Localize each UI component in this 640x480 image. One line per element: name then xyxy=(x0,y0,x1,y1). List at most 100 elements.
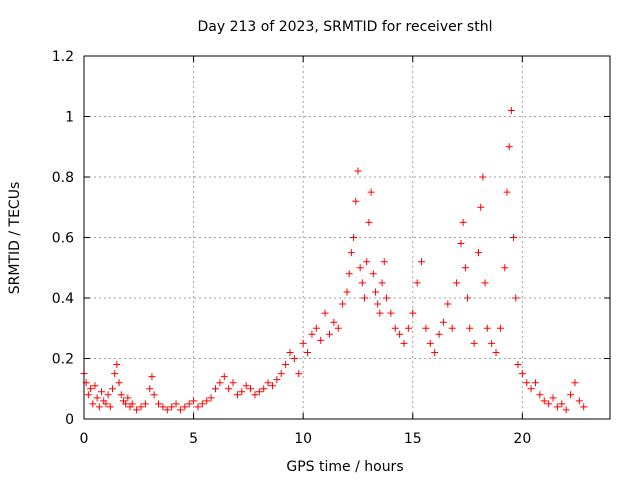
data-point xyxy=(439,318,447,326)
data-point xyxy=(172,400,180,408)
y-tick-label: 1.2 xyxy=(52,49,74,65)
data-point xyxy=(345,270,353,278)
x-axis-label: GPS time / hours xyxy=(286,459,403,475)
data-point xyxy=(347,249,355,257)
data-point xyxy=(229,379,237,387)
data-point xyxy=(567,391,575,399)
x-tick-label: 20 xyxy=(513,431,531,447)
data-point xyxy=(358,279,366,287)
data-point xyxy=(106,403,114,411)
data-point xyxy=(146,385,154,393)
data-point xyxy=(93,394,101,402)
data-point xyxy=(527,385,535,393)
y-tick-label: 0.6 xyxy=(52,231,74,247)
data-point xyxy=(409,309,417,317)
data-point xyxy=(435,330,443,338)
data-point xyxy=(220,373,228,381)
data-point xyxy=(356,264,364,272)
data-point xyxy=(317,336,325,344)
data-point xyxy=(290,355,298,362)
data-point xyxy=(185,400,193,408)
data-point xyxy=(242,382,250,390)
data-point xyxy=(286,348,294,356)
data-point xyxy=(382,294,390,302)
y-tick-label: 0.4 xyxy=(52,291,74,307)
data-point xyxy=(255,388,263,396)
data-point xyxy=(95,403,103,411)
data-point xyxy=(363,258,371,266)
data-point xyxy=(503,188,511,196)
data-point xyxy=(308,330,316,338)
data-point xyxy=(181,403,189,411)
data-point xyxy=(190,397,198,405)
data-point xyxy=(361,294,369,302)
data-point xyxy=(378,279,386,287)
data-point xyxy=(268,382,276,390)
data-point xyxy=(545,400,553,408)
data-point xyxy=(155,400,163,408)
data-point xyxy=(198,400,206,408)
data-point xyxy=(470,339,478,347)
data-point xyxy=(247,385,255,393)
data-point xyxy=(404,324,412,332)
data-point xyxy=(84,391,92,399)
data-point xyxy=(418,258,426,266)
data-point xyxy=(477,203,485,211)
data-point xyxy=(295,370,303,378)
y-tick-label: 0.8 xyxy=(52,170,74,186)
data-point xyxy=(457,240,465,248)
y-tick-label: 1 xyxy=(65,110,74,126)
data-point xyxy=(376,309,384,317)
data-point xyxy=(536,391,544,399)
data-point xyxy=(233,391,241,399)
data-point xyxy=(113,361,121,369)
data-point xyxy=(207,394,215,402)
data-point xyxy=(400,339,408,347)
data-point xyxy=(466,324,474,332)
data-point xyxy=(580,403,588,411)
data-point xyxy=(475,249,482,257)
data-point xyxy=(89,400,97,408)
data-point xyxy=(422,324,430,332)
data-point xyxy=(150,391,158,399)
data-point xyxy=(321,309,329,317)
data-point xyxy=(518,370,526,378)
data-point xyxy=(225,385,233,393)
data-point xyxy=(238,388,246,396)
data-point xyxy=(481,279,489,287)
data-point xyxy=(444,300,452,308)
data-point xyxy=(251,391,259,399)
data-point xyxy=(117,391,125,399)
data-point xyxy=(98,388,106,396)
y-tick-label: 0 xyxy=(65,412,74,428)
data-point xyxy=(212,385,219,393)
data-point xyxy=(312,324,320,332)
data-point xyxy=(558,400,566,408)
data-point xyxy=(168,403,176,411)
data-point xyxy=(216,379,224,387)
data-point xyxy=(571,379,579,387)
data-point xyxy=(374,300,382,308)
chart-title: Day 213 of 2023, SRMTID for receiver sth… xyxy=(198,19,493,35)
data-point xyxy=(464,294,472,302)
data-point xyxy=(365,218,373,226)
data-point xyxy=(137,403,145,411)
data-point xyxy=(104,391,112,399)
data-point xyxy=(540,397,548,405)
data-point xyxy=(479,173,487,181)
data-point xyxy=(115,379,123,387)
data-point xyxy=(354,167,362,175)
data-point xyxy=(426,339,434,347)
data-point xyxy=(380,258,388,266)
x-tick-label: 15 xyxy=(404,431,422,447)
data-point xyxy=(122,400,130,408)
data-point xyxy=(194,403,202,411)
data-point xyxy=(304,348,312,356)
data-point xyxy=(260,385,268,393)
data-point xyxy=(496,324,504,332)
data-point xyxy=(431,348,439,356)
data-point xyxy=(523,379,531,387)
data-point xyxy=(367,188,375,196)
data-point xyxy=(339,300,347,308)
